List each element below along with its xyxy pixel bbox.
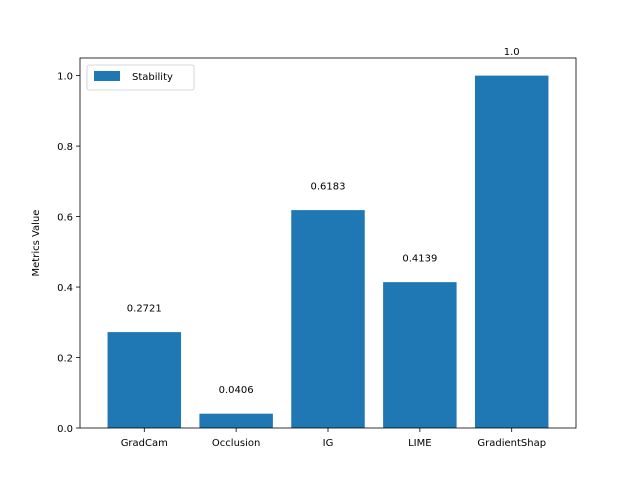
legend-swatch-stability <box>94 71 120 81</box>
data-label-gradientshap: 1.0 <box>504 47 520 58</box>
bars-layer <box>107 75 549 428</box>
data-label-ig: 0.6183 <box>311 182 346 193</box>
bar-lime <box>383 282 457 428</box>
y-tick-label-0-2: 0.2 <box>57 354 73 365</box>
x-tick-label-ig: IG <box>323 438 334 449</box>
x-tick-label-lime: LIME <box>408 438 431 449</box>
y-axis: 0.0 0.2 0.4 0.6 0.8 1.0 <box>57 72 80 435</box>
x-tick-label-occlusion: Occlusion <box>212 438 260 449</box>
legend: Stability <box>86 64 195 91</box>
y-tick-label-0-4: 0.4 <box>57 283 73 294</box>
data-label-gradcam: 0.2721 <box>127 303 162 314</box>
y-tick-label-0-0: 0.0 <box>57 424 73 435</box>
data-label-lime: 0.4139 <box>402 254 437 265</box>
x-tick-label-gradcam: GradCam <box>121 438 168 449</box>
plot-frame <box>79 57 577 429</box>
y-axis-label: Metrics Value <box>31 210 42 277</box>
data-label-occlusion: 0.0406 <box>219 385 254 396</box>
x-axis: GradCam Occlusion IG LIME GradientShap <box>121 428 546 449</box>
y-tick-label-0-6: 0.6 <box>57 213 73 224</box>
bar-ig <box>291 210 365 428</box>
y-tick-label-0-8: 0.8 <box>57 142 73 153</box>
bar-gradcam <box>107 332 182 428</box>
legend-label-stability: Stability <box>132 72 173 83</box>
x-tick-label-gradientshap: GradientShap <box>477 438 546 449</box>
bar-gradientshap <box>474 75 549 428</box>
data-labels-layer: 0.2721 0.0406 0.6183 0.4139 1.0 <box>127 47 520 396</box>
bar-occlusion <box>199 413 273 428</box>
y-tick-label-1-0: 1.0 <box>57 72 73 83</box>
